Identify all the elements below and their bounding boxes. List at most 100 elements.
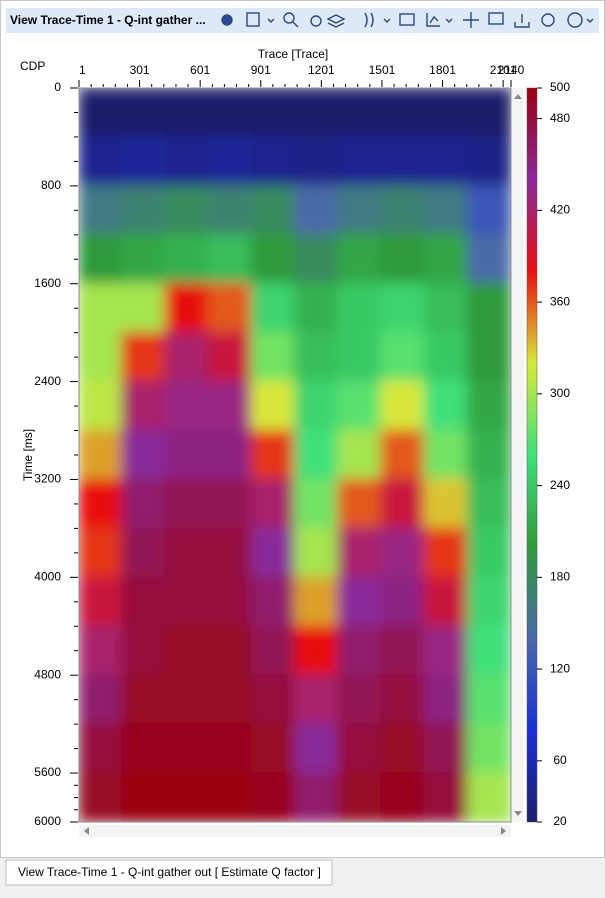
x-tick-label: 901 bbox=[251, 63, 271, 77]
heatmap-cell bbox=[466, 478, 511, 530]
heatmap-cell bbox=[294, 478, 340, 530]
heatmap-cells bbox=[79, 88, 511, 822]
heatmap-cell bbox=[380, 233, 426, 285]
heatmap-cell bbox=[164, 331, 210, 383]
heatmap-cell bbox=[466, 233, 511, 285]
heatmap-cell bbox=[250, 184, 296, 236]
heatmap-cell bbox=[121, 576, 167, 628]
x-header: CDP bbox=[20, 59, 45, 73]
heatmap-cell bbox=[207, 478, 253, 530]
heatmap-cell bbox=[164, 429, 210, 481]
heatmap-cell bbox=[294, 184, 340, 236]
heatmap-cell bbox=[250, 478, 296, 530]
heatmap-cell bbox=[466, 184, 511, 236]
heatmap-cell bbox=[121, 282, 167, 334]
heatmap-cell bbox=[79, 184, 124, 236]
heatmap-cell bbox=[250, 723, 296, 775]
heatmap-cell bbox=[207, 527, 253, 579]
heatmap-cell bbox=[466, 135, 511, 187]
heatmap-cell bbox=[337, 527, 383, 579]
heatmap-cell bbox=[207, 576, 253, 628]
y-axis-label: Time [ms] bbox=[21, 429, 35, 481]
heatmap-cell bbox=[207, 674, 253, 726]
heatmap bbox=[79, 88, 511, 822]
y-tick-label: 2400 bbox=[34, 374, 61, 388]
colorbar-tick-label: 480 bbox=[550, 111, 570, 125]
heatmap-cell bbox=[337, 88, 383, 138]
heatmap-cell bbox=[121, 478, 167, 530]
colorbar-tick-label: 120 bbox=[550, 661, 570, 675]
heatmap-cell bbox=[250, 233, 296, 285]
heatmap-cell bbox=[79, 723, 124, 775]
heatmap-cell bbox=[423, 674, 469, 726]
heatmap-cell bbox=[466, 625, 511, 677]
colorbar-tick-label: 60 bbox=[553, 753, 567, 767]
heatmap-cell bbox=[380, 88, 426, 138]
plot-area bbox=[79, 88, 511, 822]
heatmap-cell bbox=[380, 184, 426, 236]
heatmap-cell bbox=[294, 233, 340, 285]
heatmap-cell bbox=[121, 772, 167, 822]
heatmap-cell bbox=[79, 527, 124, 579]
heatmap-cell bbox=[79, 772, 124, 822]
heatmap-cell bbox=[337, 184, 383, 236]
heatmap-cell bbox=[121, 331, 167, 383]
heatmap-cell bbox=[337, 233, 383, 285]
vertical-scrollbar[interactable] bbox=[512, 88, 524, 822]
heatmap-cell bbox=[337, 625, 383, 677]
heatmap-cell bbox=[207, 429, 253, 481]
heatmap-cell bbox=[250, 331, 296, 383]
y-tick-label: 6000 bbox=[34, 814, 61, 828]
heatmap-cell bbox=[79, 233, 124, 285]
heatmap-cell bbox=[250, 576, 296, 628]
heatmap-cell bbox=[121, 88, 167, 138]
heatmap-cell bbox=[294, 88, 340, 138]
x-tick-label: 601 bbox=[190, 63, 210, 77]
heatmap-cell bbox=[294, 331, 340, 383]
heatmap-cell bbox=[164, 723, 210, 775]
heatmap-cell bbox=[121, 625, 167, 677]
tab[interactable] bbox=[5, 859, 333, 886]
horizontal-scrollbar[interactable] bbox=[79, 825, 511, 837]
heatmap-cell bbox=[337, 674, 383, 726]
heatmap-cell bbox=[79, 282, 124, 334]
y-tick-label: 0 bbox=[54, 80, 61, 94]
colorbar-tick-label: 420 bbox=[550, 203, 570, 217]
colorbar-tick-label: 500 bbox=[550, 80, 570, 94]
heatmap-cell bbox=[466, 88, 511, 138]
heatmap-cell bbox=[294, 625, 340, 677]
heatmap-cell bbox=[207, 380, 253, 432]
tab-label: View Trace-Time 1 - Q-int gather out [ E… bbox=[18, 865, 321, 879]
heatmap-cell bbox=[380, 331, 426, 383]
heatmap-cell bbox=[164, 576, 210, 628]
heatmap-cell bbox=[466, 527, 511, 579]
y-tick-label: 4000 bbox=[34, 570, 61, 584]
heatmap-cell bbox=[207, 772, 253, 822]
heatmap-cell bbox=[337, 380, 383, 432]
heatmap-cell bbox=[250, 282, 296, 334]
heatmap-cell bbox=[250, 674, 296, 726]
heatmap-cell bbox=[294, 576, 340, 628]
heatmap-cell bbox=[164, 527, 210, 579]
x-tick-label: 301 bbox=[130, 63, 150, 77]
heatmap-cell bbox=[121, 429, 167, 481]
x-tick-label: 1201 bbox=[308, 63, 335, 77]
heatmap-cell bbox=[207, 135, 253, 187]
heatmap-cell bbox=[250, 429, 296, 481]
heatmap-cell bbox=[337, 331, 383, 383]
colorbar-tick-label: 360 bbox=[550, 294, 570, 308]
heatmap-cell bbox=[79, 674, 124, 726]
heatmap-cell bbox=[207, 625, 253, 677]
heatmap-cell bbox=[164, 625, 210, 677]
x-tick-label: 2140 bbox=[498, 63, 525, 77]
toolbar-icons[interactable] bbox=[221, 12, 594, 28]
toolbar bbox=[6, 8, 599, 33]
heatmap-cell bbox=[337, 723, 383, 775]
heatmap-cell bbox=[79, 429, 124, 481]
heatmap-cell bbox=[164, 88, 210, 138]
heatmap-cell bbox=[164, 674, 210, 726]
heatmap-cell bbox=[380, 625, 426, 677]
heatmap-cell bbox=[380, 674, 426, 726]
x-axis-label: Trace [Trace] bbox=[258, 47, 328, 61]
